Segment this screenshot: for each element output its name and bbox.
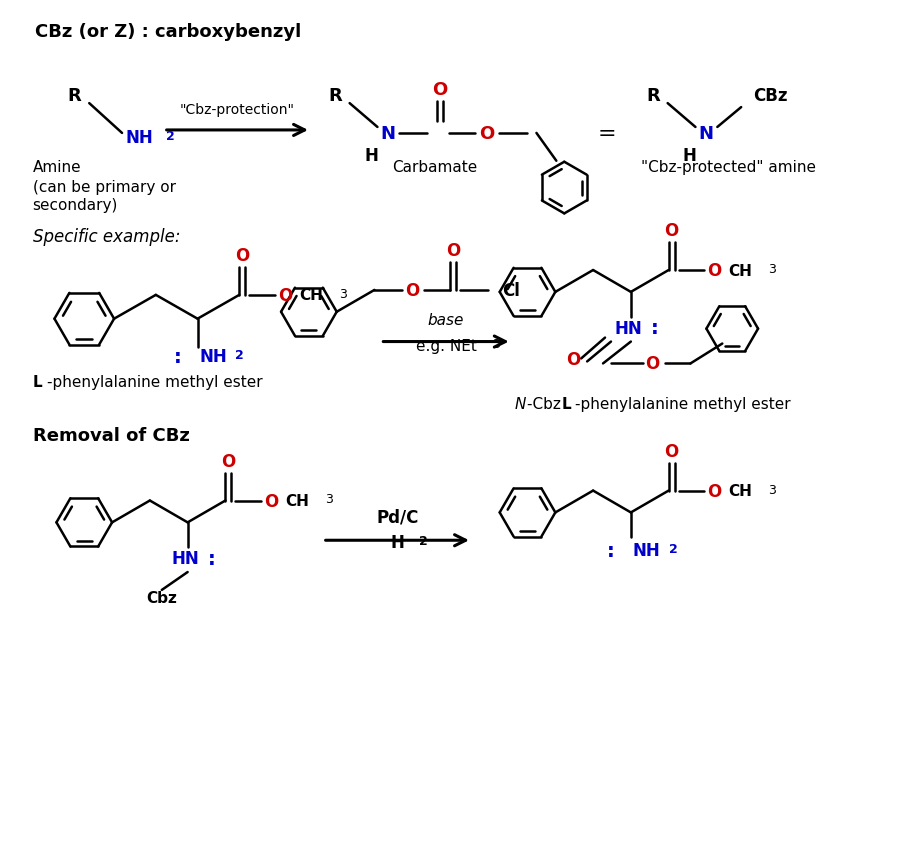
Text: 3: 3 — [768, 483, 776, 496]
Text: NH: NH — [633, 542, 661, 560]
Text: Specific example:: Specific example: — [32, 228, 180, 246]
Text: "Cbz-protection": "Cbz-protection" — [180, 103, 295, 117]
Text: Pd/C: Pd/C — [376, 508, 418, 525]
Text: Carbamate: Carbamate — [392, 160, 478, 175]
Text: -phenylalanine methyl ester: -phenylalanine methyl ester — [576, 396, 791, 411]
Text: L: L — [561, 396, 571, 411]
Text: CH: CH — [728, 484, 753, 498]
Text: L: L — [32, 374, 42, 389]
Text: Amine: Amine — [32, 160, 81, 175]
Text: secondary): secondary) — [32, 198, 118, 212]
Text: 3: 3 — [325, 493, 332, 506]
Text: O: O — [566, 351, 580, 369]
Text: O: O — [445, 242, 460, 260]
Text: O: O — [405, 281, 419, 299]
Text: :: : — [607, 541, 615, 560]
Text: O: O — [264, 492, 278, 510]
Text: 3: 3 — [339, 287, 347, 300]
Text: H: H — [391, 534, 404, 552]
Text: Cl: Cl — [502, 281, 520, 299]
Text: O: O — [221, 452, 235, 470]
Text: R: R — [329, 87, 342, 105]
Text: O: O — [646, 355, 660, 373]
Text: 2: 2 — [166, 130, 174, 142]
Text: "Cbz-protected" amine: "Cbz-protected" amine — [641, 160, 815, 175]
Text: :: : — [207, 549, 216, 568]
Text: 3: 3 — [492, 338, 499, 351]
Text: 2: 2 — [235, 349, 244, 362]
Text: NH: NH — [125, 129, 153, 147]
Text: O: O — [235, 247, 250, 264]
Text: -phenylalanine methyl ester: -phenylalanine methyl ester — [48, 374, 263, 389]
Text: CH: CH — [285, 493, 309, 508]
Text: O: O — [433, 81, 448, 99]
Text: H: H — [365, 147, 378, 165]
Text: CBz (or Z) : carboxybenzyl: CBz (or Z) : carboxybenzyl — [35, 22, 301, 41]
Text: :: : — [174, 347, 181, 367]
Text: H: H — [682, 147, 697, 165]
Text: e.g. NEt: e.g. NEt — [416, 339, 477, 354]
Text: =: = — [598, 124, 616, 144]
Text: Cbz: Cbz — [145, 590, 177, 606]
Text: CH: CH — [299, 288, 322, 303]
Text: Removal of CBz: Removal of CBz — [32, 426, 189, 444]
Text: O: O — [277, 287, 292, 305]
Text: O: O — [708, 482, 721, 500]
Text: N: N — [380, 125, 395, 142]
Text: CH: CH — [728, 264, 753, 278]
Text: (can be primary or: (can be primary or — [32, 180, 176, 194]
Text: 3: 3 — [768, 263, 776, 276]
Text: :: : — [651, 319, 658, 338]
Text: O: O — [480, 125, 495, 142]
Text: R: R — [647, 87, 661, 105]
Text: O: O — [708, 262, 721, 280]
Text: HN: HN — [615, 319, 643, 337]
Text: O: O — [665, 443, 679, 461]
Text: NH: NH — [199, 348, 227, 366]
Text: N: N — [698, 125, 713, 142]
Text: base: base — [427, 313, 464, 328]
Text: N: N — [515, 396, 526, 411]
Text: R: R — [67, 87, 81, 105]
Text: O: O — [665, 222, 679, 240]
Text: CBz: CBz — [753, 87, 788, 105]
Text: 2: 2 — [419, 535, 428, 548]
Text: 2: 2 — [669, 543, 677, 555]
Text: -Cbz: -Cbz — [526, 396, 565, 411]
Text: HN: HN — [172, 549, 199, 567]
